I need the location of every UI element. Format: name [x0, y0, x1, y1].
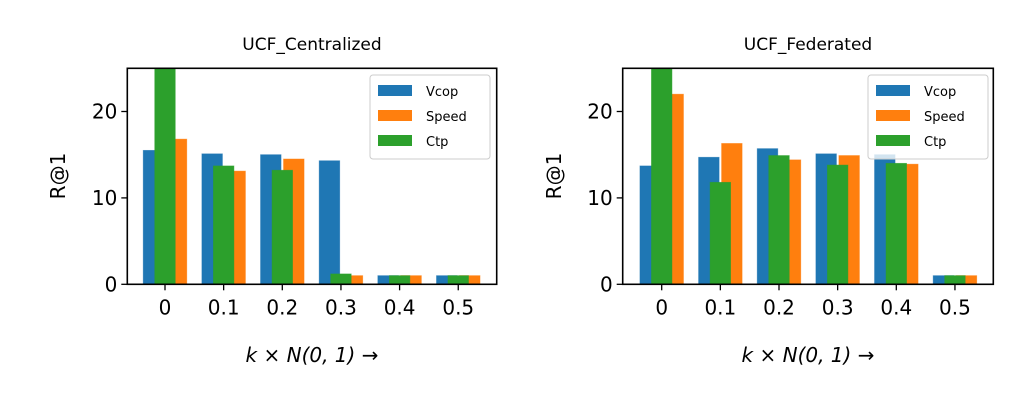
- x-axis-label: k × N(0, 1) →: [246, 343, 379, 367]
- legend: Vcop Speed Ctp: [867, 74, 989, 160]
- legend-swatch-vcop: [876, 85, 910, 96]
- bar-ctp-0.2: [271, 169, 293, 285]
- x-tick-label: 0.3: [822, 295, 854, 319]
- y-tick-label: 0: [600, 272, 613, 296]
- x-tick-label: 0.5: [939, 295, 971, 319]
- ticks-layer: 0 0.1 0.2 0.3 0.4 0.5 0 10 20: [587, 100, 971, 320]
- legend-label-ctp: Ctp: [426, 135, 448, 150]
- chart-title: UCF_Centralized: [242, 35, 381, 55]
- y-tick-label: 20: [587, 100, 612, 124]
- legend-swatch-speed: [378, 110, 412, 121]
- bar-vcop-0.3: [318, 160, 341, 285]
- x-tick-label: 0.5: [442, 295, 474, 319]
- legend-label-vcop: Vcop: [924, 85, 956, 100]
- y-tick-label: 0: [105, 272, 118, 296]
- bar-ctp-0.5: [944, 275, 966, 285]
- x-tick-label: 0: [159, 295, 172, 319]
- bars-layer: [142, 67, 481, 285]
- legend-label-vcop: Vcop: [426, 85, 458, 100]
- legend-label-ctp: Ctp: [924, 135, 946, 150]
- y-axis-label: R@1: [46, 153, 70, 200]
- x-tick-label: 0: [655, 295, 668, 319]
- x-tick-label: 0.2: [266, 295, 298, 319]
- legend-label-speed: Speed: [924, 110, 965, 125]
- x-tick-label: 0.1: [704, 295, 736, 319]
- bar-ctp-0.3: [330, 273, 352, 285]
- legend-swatch-vcop: [378, 85, 412, 96]
- axes-frame: [621, 67, 995, 286]
- x-tick-label: 0.4: [880, 295, 912, 319]
- axes-frame: [126, 67, 498, 286]
- chart-ucf-centralized: UCF_Centralized R@1 k × N(0, 1) → 0 0.1 0.…: [46, 35, 498, 367]
- y-axis-label: R@1: [542, 153, 566, 200]
- x-axis-label: k × N(0, 1) →: [742, 343, 875, 367]
- bar-ctp-0: [651, 67, 673, 285]
- bar-ctp-0.3: [827, 164, 849, 285]
- bar-ctp-0: [154, 67, 176, 285]
- chart-title: UCF_Federated: [744, 35, 872, 55]
- legend-swatch-ctp: [876, 135, 910, 146]
- bar-ctp-0.1: [212, 165, 235, 285]
- x-tick-label: 0.2: [763, 295, 795, 319]
- y-tick-label: 20: [92, 100, 117, 124]
- chart-ucf-federated: UCF_Federated R@1 k × N(0, 1) → 0 0.1 0.2 0…: [542, 35, 995, 367]
- x-tick-label: 0.4: [384, 295, 416, 319]
- legend-swatch-speed: [876, 110, 910, 121]
- bar-ctp-0.2: [768, 155, 790, 285]
- bar-ctp-0.1: [709, 181, 731, 285]
- y-tick-label: 10: [92, 186, 117, 210]
- bar-ctp-0.5: [447, 275, 469, 285]
- bar-ctp-0.4: [388, 275, 411, 285]
- bar-ctp-0.4: [885, 162, 907, 285]
- ticks-layer: 0 0.1 0.2 0.3 0.4 0.5 0 10 20: [92, 100, 474, 320]
- x-tick-label: 0.1: [208, 295, 240, 319]
- legend: Vcop Speed Ctp: [369, 74, 491, 160]
- y-tick-label: 10: [587, 186, 612, 210]
- x-tick-label: 0.3: [325, 295, 357, 319]
- legend-label-speed: Speed: [426, 110, 467, 125]
- legend-swatch-ctp: [378, 135, 412, 146]
